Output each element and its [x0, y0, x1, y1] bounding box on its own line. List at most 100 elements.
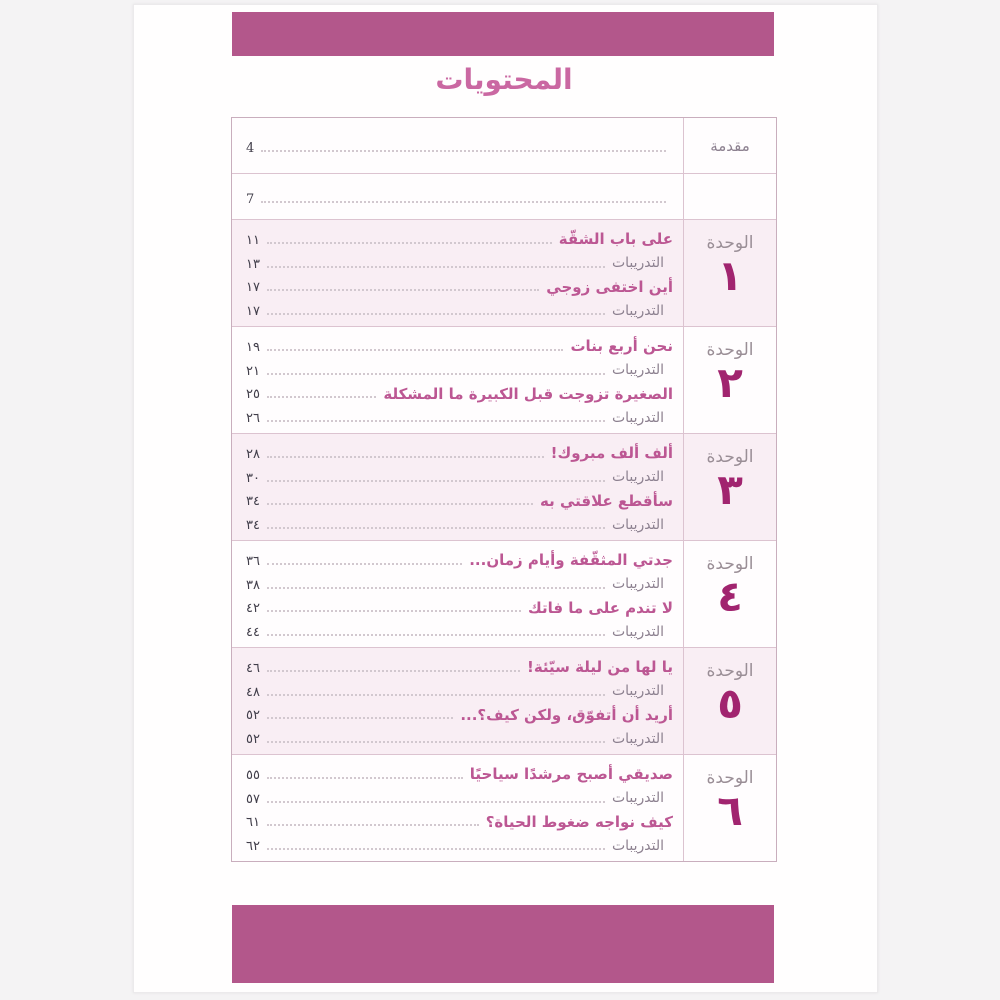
- toc-entry-title: التدريبات: [611, 409, 664, 426]
- page-number: ٥٥: [246, 767, 260, 783]
- toc-entry-line: سأقطع علاقتي به ٣٤: [246, 487, 673, 511]
- page-number: ٣٨: [246, 577, 260, 593]
- toc-entry-line: التدريبات ٣٤: [246, 510, 673, 534]
- toc-entry-line: التدريبات ٥٢: [246, 724, 673, 748]
- unit-label-cell: الوحدة ٣: [683, 434, 776, 540]
- page-number: ٥٧: [246, 791, 260, 807]
- page-number: ٦٢: [246, 839, 260, 854]
- toc-entry-title: نحن أربع بنات: [570, 337, 673, 355]
- unit-label-cell: الوحدة ٤: [683, 541, 776, 647]
- toc-table: مقدمة 4 7 الوحدة ١ على باب الشقّة ١١: [231, 117, 777, 862]
- toc-entry-line: التدريبات ٣٨: [246, 570, 673, 594]
- dot-leader: [266, 693, 605, 696]
- unit-number: ٢: [717, 358, 743, 407]
- toc-entry-line: التدريبات ٣٠: [246, 463, 673, 487]
- dot-leader: [266, 586, 605, 589]
- page-number: ١٧: [246, 304, 260, 319]
- toc-entry-line: أين اختفى زوجي ١٧: [246, 273, 673, 297]
- toc-entry-title: التدريبات: [611, 516, 664, 533]
- toc-entry-line: التدريبات ٢١: [246, 356, 673, 380]
- toc-entry-title: التدريبات: [611, 837, 664, 854]
- toc-entry-title: التدريبات: [611, 255, 664, 271]
- toc-entry-title: التدريبات: [611, 683, 664, 699]
- toc-entry-line: الصغيرة تزوجت قبل الكبيرة ما المشكلة ٢٥: [246, 380, 673, 404]
- page-number: ٦١: [246, 815, 260, 831]
- toc-entry-line: صديقي أصبح مرشدًا سياحيًا ٥٥: [246, 760, 673, 784]
- toc-entry-line: التدريبات ٦٢: [246, 831, 673, 855]
- unit-label: الوحدة: [706, 661, 754, 681]
- dot-leader: [266, 669, 520, 672]
- toc-entry-line: التدريبات ٥٧: [246, 784, 673, 808]
- unit-number: ٣: [717, 465, 743, 514]
- toc-entry-line: لا تندم على ما فاتك ٤٢: [246, 594, 673, 618]
- page-number: ٢٥: [246, 387, 260, 403]
- toc-entry-line: التدريبات ٤٨: [246, 677, 673, 701]
- unit-entries: جدتي المثقّفة وأيام زمان... ٣٦ التدريبات…: [232, 541, 683, 647]
- page-title: المحتويات: [435, 63, 573, 96]
- toc-entry-line: التدريبات ٢٦: [246, 403, 673, 427]
- toc-intro-row: 7: [232, 173, 776, 219]
- toc-entry-line: نحن أربع بنات ١٩: [246, 332, 673, 356]
- toc-entry-line: 7: [246, 184, 673, 208]
- dot-leader: [266, 503, 533, 506]
- toc-intro-content-cell: 4: [232, 118, 683, 173]
- unit-label: الوحدة: [706, 233, 754, 253]
- toc-entry-title: صديقي أصبح مرشدًا سياحيًا: [469, 765, 673, 783]
- unit-entries: صديقي أصبح مرشدًا سياحيًا ٥٥ التدريبات ٥…: [232, 755, 683, 861]
- page-number: 7: [246, 192, 255, 207]
- dot-leader: [266, 717, 454, 720]
- dot-leader: [266, 634, 605, 636]
- book-page: المحتويات مقدمة 4 7 الوحدة ١ عل: [133, 4, 878, 993]
- toc-entry-title: سأقطع علاقتي به: [540, 491, 673, 510]
- dot-leader: [266, 610, 521, 613]
- unit-label-cell: الوحدة ١: [683, 220, 776, 326]
- toc-entry-title: أين اختفى زوجي: [546, 277, 673, 296]
- unit-label-cell: الوحدة ٢: [683, 327, 776, 433]
- toc-intro-row: مقدمة 4: [232, 118, 776, 173]
- top-decoration-bar: [232, 12, 774, 56]
- page-number: ٥٢: [246, 732, 260, 747]
- toc-entry-line: التدريبات ١٣: [246, 249, 673, 273]
- toc-entry-title: التدريبات: [611, 362, 664, 378]
- dot-leader: [266, 313, 605, 315]
- toc-unit-row: الوحدة ١ على باب الشقّة ١١ التدريبات ١٣ …: [232, 219, 776, 326]
- toc-entry-title: لا تندم على ما فاتك: [528, 598, 673, 617]
- dot-leader: [266, 396, 377, 399]
- toc-unit-row: الوحدة ٤ جدتي المثقّفة وأيام زمان... ٣٦ …: [232, 540, 776, 647]
- page-number: ٣٤: [246, 494, 260, 510]
- toc-entry-title: على باب الشقّة: [558, 230, 673, 248]
- toc-intro-content-cell: 7: [232, 174, 683, 219]
- dot-leader: [266, 800, 605, 803]
- toc-entry-title: الصغيرة تزوجت قبل الكبيرة ما المشكلة: [383, 384, 673, 403]
- toc-intro-label-cell: [683, 174, 776, 219]
- unit-number: ٤: [717, 572, 743, 621]
- toc-entry-line: أريد أن أتفوّق، ولكن كيف؟... ٥٢: [246, 701, 673, 725]
- dot-leader: [261, 150, 666, 152]
- toc-entry-line: كيف نواجه ضغوط الحياة؟ ٦١: [246, 808, 673, 832]
- toc-unit-row: الوحدة ٥ يا لها من ليلة سيّئة! ٤٦ التدري…: [232, 647, 776, 754]
- dot-leader: [266, 479, 605, 482]
- dot-leader: [266, 824, 479, 827]
- toc-entry-line: يا لها من ليلة سيّئة! ٤٦: [246, 653, 673, 677]
- bottom-decoration-bar: [232, 905, 774, 983]
- toc-entry-line: التدريبات ٤٤: [246, 617, 673, 641]
- unit-entries: على باب الشقّة ١١ التدريبات ١٣ أين اختفى…: [232, 220, 683, 326]
- toc-entry-line: 4: [246, 133, 673, 157]
- page-number: ٣٤: [246, 518, 260, 533]
- toc-entry-title: التدريبات: [611, 576, 664, 592]
- toc-entry-line: جدتي المثقّفة وأيام زمان... ٣٦: [246, 546, 673, 570]
- toc-unit-row: الوحدة ٦ صديقي أصبح مرشدًا سياحيًا ٥٥ ال…: [232, 754, 776, 861]
- dot-leader: [261, 201, 666, 203]
- toc-entry-line: ألف ألف مبروك! ٢٨: [246, 439, 673, 463]
- dot-leader: [266, 372, 605, 375]
- dot-leader: [266, 527, 605, 529]
- page-number: 4: [246, 141, 255, 156]
- dot-leader: [266, 348, 564, 351]
- dot-leader: [266, 265, 605, 268]
- page-number: ٤٢: [246, 601, 260, 617]
- page-number: ٤٤: [246, 625, 260, 640]
- page-number: ٢٦: [246, 411, 260, 426]
- unit-number: ٥: [717, 679, 743, 728]
- unit-number: ٦: [717, 786, 743, 835]
- dot-leader: [266, 848, 605, 850]
